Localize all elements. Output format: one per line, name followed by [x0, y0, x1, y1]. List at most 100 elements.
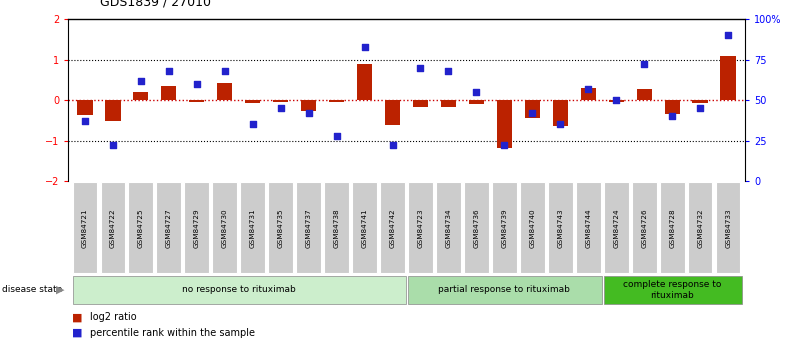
Bar	[245, 100, 260, 103]
FancyBboxPatch shape	[156, 182, 181, 273]
Text: GSM84736: GSM84736	[473, 208, 480, 247]
Point	[638, 62, 650, 67]
Bar	[329, 100, 344, 102]
FancyBboxPatch shape	[296, 182, 321, 273]
Point	[470, 89, 483, 95]
Text: GSM84739: GSM84739	[501, 208, 507, 247]
Point	[442, 68, 455, 73]
Point	[302, 110, 315, 116]
Point	[666, 114, 678, 119]
Text: GSM84732: GSM84732	[697, 208, 703, 247]
Point	[107, 143, 119, 148]
FancyBboxPatch shape	[464, 182, 489, 273]
Text: GSM84728: GSM84728	[669, 208, 675, 247]
Point	[554, 122, 567, 127]
FancyBboxPatch shape	[604, 276, 742, 304]
Bar	[217, 83, 232, 100]
Text: GSM84740: GSM84740	[529, 208, 535, 247]
FancyBboxPatch shape	[437, 182, 461, 273]
Bar	[133, 92, 148, 100]
FancyBboxPatch shape	[660, 182, 685, 273]
Point	[246, 122, 259, 127]
Point	[386, 143, 399, 148]
Text: GSM84742: GSM84742	[389, 208, 396, 247]
FancyBboxPatch shape	[73, 276, 406, 304]
Text: GSM84744: GSM84744	[586, 208, 591, 247]
FancyBboxPatch shape	[688, 182, 712, 273]
Text: ▶: ▶	[55, 285, 64, 295]
Point	[694, 105, 706, 111]
FancyBboxPatch shape	[604, 182, 629, 273]
Text: ■: ■	[72, 328, 83, 338]
Bar	[161, 86, 176, 100]
Bar	[301, 100, 316, 111]
Point	[722, 32, 735, 38]
FancyBboxPatch shape	[184, 182, 209, 273]
Point	[358, 44, 371, 49]
Text: percentile rank within the sample: percentile rank within the sample	[90, 328, 255, 338]
Text: no response to rituximab: no response to rituximab	[182, 285, 296, 294]
Bar	[525, 100, 540, 118]
Bar	[357, 65, 372, 100]
Bar	[497, 100, 512, 148]
Text: GSM84730: GSM84730	[222, 208, 227, 247]
Bar	[189, 100, 204, 102]
Text: GSM84738: GSM84738	[333, 208, 340, 247]
Point	[219, 68, 231, 73]
Point	[274, 105, 287, 111]
Bar	[720, 56, 736, 100]
Point	[526, 110, 539, 116]
Text: complete response to
rituximab: complete response to rituximab	[623, 280, 722, 299]
Bar	[581, 88, 596, 100]
Point	[191, 81, 203, 87]
Text: GSM84724: GSM84724	[614, 208, 619, 247]
Bar	[441, 100, 456, 107]
Bar	[413, 100, 429, 107]
Text: GSM84731: GSM84731	[250, 208, 256, 247]
Bar	[384, 100, 400, 125]
Bar	[553, 100, 568, 126]
Text: GSM84741: GSM84741	[361, 208, 368, 247]
Bar	[609, 100, 624, 102]
FancyBboxPatch shape	[352, 182, 376, 273]
Text: GSM84727: GSM84727	[166, 208, 171, 247]
Text: partial response to rituximab: partial response to rituximab	[438, 285, 570, 294]
Text: GSM84725: GSM84725	[138, 208, 144, 247]
FancyBboxPatch shape	[492, 182, 517, 273]
FancyBboxPatch shape	[409, 276, 602, 304]
Point	[610, 97, 622, 103]
Bar	[77, 100, 93, 116]
Text: GSM84735: GSM84735	[278, 208, 284, 247]
FancyBboxPatch shape	[548, 182, 573, 273]
FancyBboxPatch shape	[716, 182, 740, 273]
Bar	[665, 100, 680, 114]
Bar	[693, 100, 708, 103]
Point	[135, 78, 147, 83]
FancyBboxPatch shape	[212, 182, 237, 273]
Text: disease state: disease state	[2, 285, 62, 294]
FancyBboxPatch shape	[73, 182, 97, 273]
Point	[163, 68, 175, 73]
Bar	[273, 100, 288, 102]
Text: GSM84734: GSM84734	[445, 208, 452, 247]
Text: GDS1839 / 27010: GDS1839 / 27010	[100, 0, 211, 9]
FancyBboxPatch shape	[632, 182, 657, 273]
Text: GSM84733: GSM84733	[725, 208, 731, 247]
Point	[78, 118, 91, 124]
Text: GSM84729: GSM84729	[194, 208, 199, 247]
Text: GSM84726: GSM84726	[642, 208, 647, 247]
Bar	[105, 100, 120, 121]
Bar	[469, 100, 484, 104]
Point	[414, 65, 427, 70]
FancyBboxPatch shape	[409, 182, 433, 273]
Text: GSM84722: GSM84722	[110, 208, 116, 247]
Bar	[637, 89, 652, 100]
Point	[498, 143, 511, 148]
FancyBboxPatch shape	[576, 182, 601, 273]
FancyBboxPatch shape	[520, 182, 545, 273]
Text: GSM84721: GSM84721	[82, 208, 88, 247]
FancyBboxPatch shape	[324, 182, 349, 273]
FancyBboxPatch shape	[240, 182, 265, 273]
Text: GSM84737: GSM84737	[306, 208, 312, 247]
Text: log2 ratio: log2 ratio	[90, 313, 136, 322]
